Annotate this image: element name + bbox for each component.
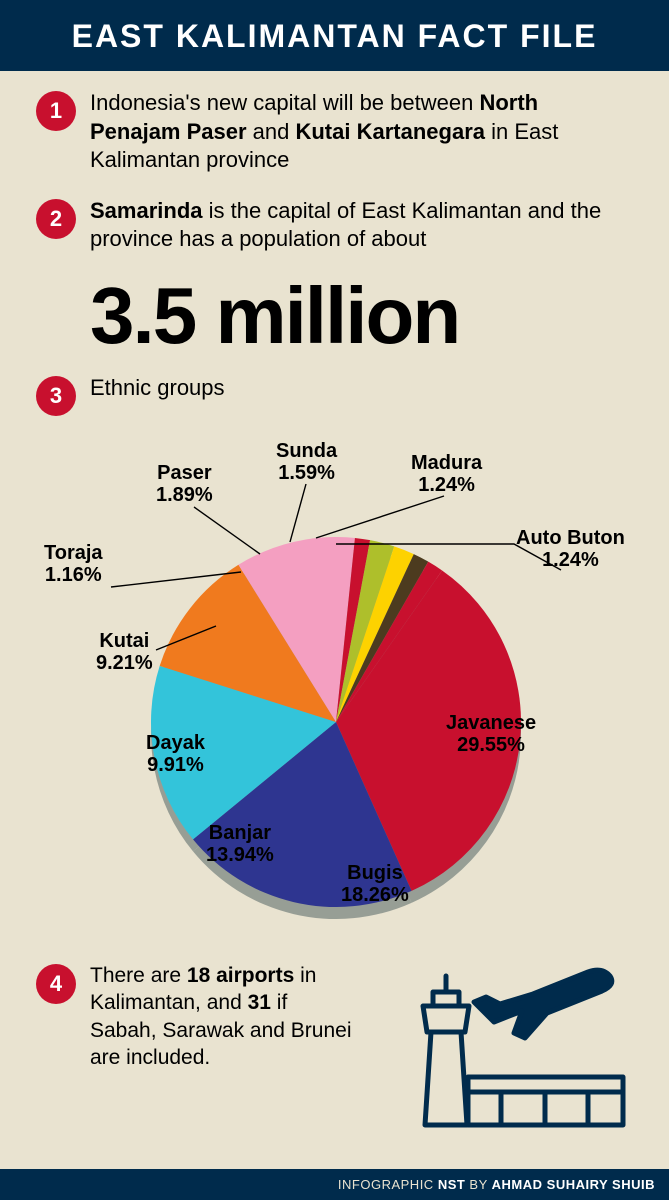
- pie-label-javanese: Javanese29.55%: [446, 712, 536, 756]
- fact-number-1: 1: [36, 91, 76, 131]
- fact-number-4: 4: [36, 964, 76, 1004]
- pie-label-banjar: Banjar13.94%: [206, 822, 274, 866]
- pie-label-bugis: Bugis18.26%: [341, 862, 409, 906]
- fact-number-3: 3: [36, 376, 76, 416]
- fact-4: 4 There are 18 airports in Kalimantan, a…: [36, 962, 356, 1071]
- fact-1-text: Indonesia's new capital will be between …: [90, 89, 633, 175]
- header: EAST KALIMANTAN FACT FILE: [0, 0, 669, 71]
- header-title: EAST KALIMANTAN FACT FILE: [72, 18, 598, 54]
- fact-1: 1 Indonesia's new capital will be betwee…: [36, 89, 633, 175]
- pie-label-dayak: Dayak9.91%: [146, 732, 205, 776]
- fact-2: 2 Samarinda is the capital of East Kalim…: [36, 197, 633, 254]
- pie-label-sunda: Sunda1.59%: [276, 440, 337, 484]
- pie-label-kutai: Kutai9.21%: [96, 630, 153, 674]
- fact-3-title: Ethnic groups: [90, 374, 225, 416]
- fact-number-2: 2: [36, 199, 76, 239]
- pie-label-madura: Madura1.24%: [411, 452, 482, 496]
- footer-credit: INFOGRAPHIC NST BY AHMAD SUHAIRY SHUIB: [0, 1169, 669, 1200]
- population-big-number: 3.5 million: [90, 276, 633, 356]
- fact-2-text: Samarinda is the capital of East Kaliman…: [90, 197, 633, 254]
- ethnic-pie-chart: Javanese29.55% Bugis18.26% Banjar13.94% Day…: [36, 422, 633, 962]
- fact-3: 3 Ethnic groups: [36, 374, 633, 416]
- fact-4-text: There are 18 airports in Kalimantan, and…: [90, 962, 356, 1071]
- pie-label-paser: Paser1.89%: [156, 462, 213, 506]
- pie-label-toraja: Toraja1.16%: [44, 542, 103, 586]
- pie-label-auto-buton: Auto Buton1.24%: [516, 527, 625, 571]
- airport-icon: [383, 962, 633, 1137]
